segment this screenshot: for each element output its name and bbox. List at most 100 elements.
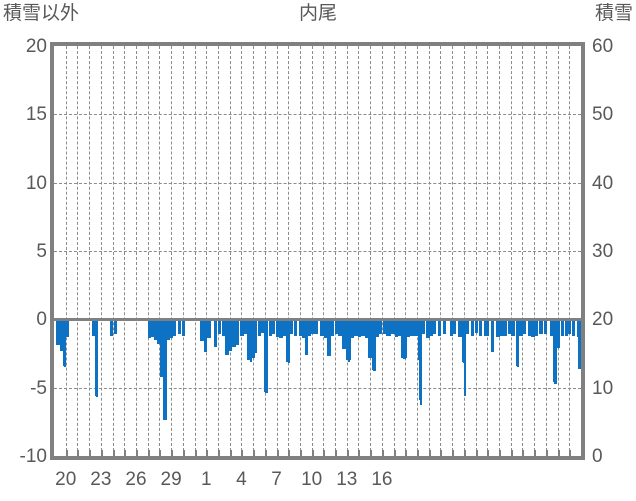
x-tickmark	[299, 450, 302, 456]
bar	[148, 319, 151, 339]
bar	[308, 319, 311, 336]
x-tickmark	[65, 450, 68, 456]
bar	[471, 319, 474, 336]
bar	[269, 319, 272, 336]
gridline-v	[381, 46, 383, 456]
bar	[376, 319, 379, 338]
zero-baseline	[54, 318, 581, 322]
bar	[458, 319, 462, 338]
gridline-h	[54, 251, 581, 252]
gridline-v	[159, 46, 161, 456]
bar	[154, 319, 157, 340]
x-tick-label: 10	[301, 469, 323, 490]
bar	[157, 319, 160, 344]
x-tick-label: 7	[271, 469, 282, 490]
bar	[422, 319, 425, 335]
gridline-v	[475, 46, 477, 456]
bar	[358, 319, 361, 338]
bar-spike	[517, 319, 519, 368]
bar	[443, 319, 446, 335]
x-tickmark	[393, 450, 396, 456]
bar-spike	[265, 319, 268, 394]
bar	[279, 319, 283, 339]
y-tick-right: 20	[592, 309, 614, 331]
bar	[508, 319, 511, 335]
x-tickmark	[463, 450, 466, 456]
x-tickmark	[147, 450, 150, 456]
gridline-v	[405, 46, 407, 456]
bar-spike	[64, 319, 66, 368]
bar-spike	[96, 319, 98, 398]
y-tick-right: 10	[592, 377, 614, 399]
bar	[386, 319, 391, 336]
x-tick-label: 13	[336, 469, 358, 490]
x-tickmark	[346, 450, 349, 456]
bar	[324, 319, 327, 339]
bar	[320, 319, 324, 336]
bar	[361, 319, 365, 336]
bar	[539, 319, 543, 335]
x-tickmark	[288, 450, 291, 456]
bar	[550, 319, 553, 336]
x-tickmark	[475, 450, 478, 456]
bar	[391, 319, 395, 335]
bar	[331, 319, 334, 336]
bar-spike	[348, 319, 350, 362]
bar	[258, 319, 261, 336]
x-tick-label: 4	[236, 469, 247, 490]
bar	[379, 319, 382, 335]
gridline-v	[124, 46, 126, 456]
bar	[475, 319, 478, 333]
x-tickmark	[124, 450, 127, 456]
bar	[561, 319, 564, 336]
chart-title: 内尾	[298, 3, 337, 24]
plot-area	[50, 42, 585, 460]
gridline-v	[346, 46, 348, 456]
gridline-v	[440, 46, 442, 456]
x-tickmark	[405, 450, 408, 456]
y-tick-right: 60	[592, 36, 614, 57]
bar-spike	[464, 319, 466, 396]
x-tickmark	[440, 450, 443, 456]
bar	[110, 319, 113, 336]
bar	[261, 319, 264, 333]
y-tick-left: 10	[25, 172, 47, 194]
x-tickmark	[253, 450, 256, 456]
bar	[114, 319, 117, 335]
gridline-v	[358, 46, 360, 456]
bar	[218, 319, 221, 335]
x-tick-label: 26	[125, 469, 147, 490]
gridline-v	[299, 46, 301, 456]
bar	[500, 319, 504, 336]
x-tickmark	[510, 450, 513, 456]
right-axis-title: 積雪	[594, 3, 633, 24]
gridline-h	[54, 387, 581, 389]
gridline-v	[323, 46, 325, 456]
bar	[572, 319, 575, 336]
x-tickmark	[171, 450, 174, 456]
x-tickmark	[135, 450, 138, 456]
x-tickmark	[77, 450, 80, 456]
gridline-v	[135, 46, 137, 456]
bar	[504, 319, 507, 336]
bar	[244, 319, 247, 335]
bar	[229, 319, 232, 351]
bar	[305, 319, 308, 355]
bar	[511, 319, 515, 336]
x-tick-label: 1	[200, 469, 212, 490]
bar-spike	[373, 319, 376, 372]
gridline-v	[253, 46, 255, 456]
bar	[565, 319, 568, 336]
gridline-v	[534, 46, 536, 456]
x-tickmark	[112, 450, 115, 456]
x-tickmark	[264, 450, 267, 456]
gridline-v	[77, 46, 79, 456]
bar	[272, 319, 275, 335]
bar	[479, 319, 482, 336]
bar	[214, 319, 217, 347]
x-tickmark	[417, 450, 420, 456]
bar	[531, 319, 535, 338]
gridline-v	[194, 46, 196, 456]
gridline-v	[182, 46, 184, 456]
x-tickmark	[194, 450, 197, 456]
